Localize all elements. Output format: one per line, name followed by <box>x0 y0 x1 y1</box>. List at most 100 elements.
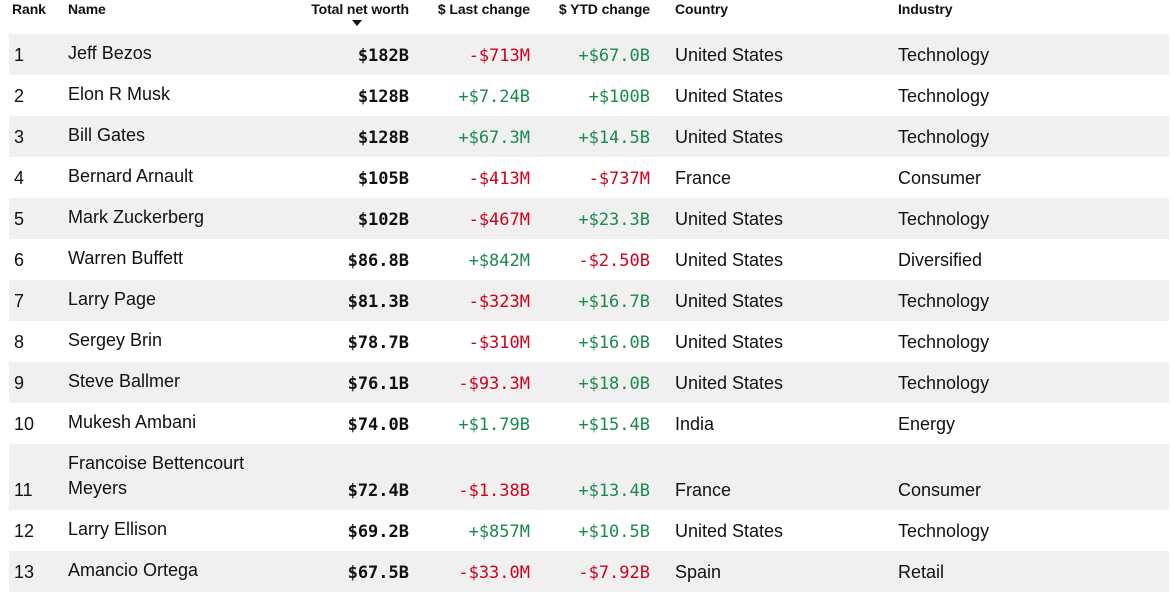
last-change-cell: -$713M <box>468 46 530 66</box>
sort-descending-icon[interactable] <box>352 20 362 26</box>
name-cell[interactable]: Bill Gates <box>68 125 146 145</box>
last-change-cell: -$33.0M <box>458 563 530 583</box>
ytd-change-cell: +$23.3B <box>578 210 650 230</box>
header-last-change[interactable]: $ Last change <box>437 1 530 17</box>
name-cell[interactable]: Elon R Musk <box>68 84 171 104</box>
header-ytd-change[interactable]: $ YTD change <box>558 1 650 17</box>
last-change-cell: +$857M <box>468 522 530 542</box>
header-net-worth[interactable]: Total net worth <box>311 1 409 17</box>
ytd-change-cell: +$100B <box>588 87 650 107</box>
industry-cell: Technology <box>898 291 990 311</box>
table-row[interactable]: 2 Elon R Musk $128B +$7.24B +$100B Unite… <box>9 75 1169 116</box>
rank-cell: 1 <box>14 45 25 65</box>
net-worth-cell: $182B <box>357 46 409 66</box>
industry-cell: Technology <box>898 521 990 541</box>
country-cell: United States <box>675 127 784 147</box>
net-worth-cell: $76.1B <box>347 374 409 394</box>
net-worth-cell: $128B <box>357 128 409 148</box>
name-cell[interactable]: Larry Page <box>68 289 157 309</box>
table-row[interactable]: 10 Mukesh Ambani $74.0B +$1.79B +$15.4B … <box>9 403 1169 444</box>
name-cell[interactable]: Amancio Ortega <box>68 560 199 580</box>
table-body: 1 Jeff Bezos $182B -$713M +$67.0B United… <box>0 34 1173 592</box>
industry-cell: Technology <box>898 86 990 106</box>
table-row[interactable]: 13 Amancio Ortega $67.5B -$33.0M -$7.92B… <box>9 551 1169 592</box>
table-row[interactable]: 11 Francoise Bettencourt Meyers $72.4B -$… <box>9 444 1169 510</box>
country-cell: United States <box>675 250 784 270</box>
table-row[interactable]: 4 Bernard Arnault $105B -$413M -$737M Fr… <box>9 157 1169 198</box>
ytd-change-cell: +$10.5B <box>578 522 650 542</box>
country-cell: United States <box>675 45 784 65</box>
rank-cell: 4 <box>14 168 25 188</box>
rank-cell: 8 <box>14 332 25 352</box>
rank-cell: 3 <box>14 127 25 147</box>
table-row[interactable]: 9 Steve Ballmer $76.1B -$93.3M +$18.0B U… <box>9 362 1169 403</box>
industry-cell: Technology <box>898 332 990 352</box>
country-cell: United States <box>675 291 784 311</box>
industry-cell: Technology <box>898 209 990 229</box>
industry-cell: Energy <box>898 414 956 434</box>
name-line: Francoise Bettencourt <box>68 453 245 473</box>
ytd-change-cell: +$18.0B <box>578 374 650 394</box>
name-cell[interactable]: Warren Buffett <box>68 248 184 268</box>
country-cell: Spain <box>675 562 722 582</box>
table-row[interactable]: 7 Larry Page $81.3B -$323M +$16.7B Unite… <box>9 280 1169 321</box>
net-worth-cell: $81.3B <box>347 292 409 312</box>
name-cell[interactable]: Francoise Bettencourt Meyers <box>68 451 244 501</box>
industry-cell: Technology <box>898 45 990 65</box>
net-worth-cell: $86.8B <box>347 251 409 271</box>
last-change-cell: -$310M <box>468 333 530 353</box>
industry-cell: Consumer <box>898 480 982 500</box>
country-cell: France <box>675 480 732 500</box>
net-worth-cell: $67.5B <box>347 563 409 583</box>
table-row[interactable]: 12 Larry Ellison $69.2B +$857M +$10.5B U… <box>9 510 1169 551</box>
header-name[interactable]: Name <box>68 1 106 17</box>
table-row[interactable]: 5 Mark Zuckerberg $102B -$467M +$23.3B U… <box>9 198 1169 239</box>
last-change-cell: +$7.24B <box>458 87 530 107</box>
rank-cell: 5 <box>14 209 25 229</box>
header-country[interactable]: Country <box>675 1 728 17</box>
ytd-change-cell: +$67.0B <box>578 46 650 66</box>
last-change-cell: +$842M <box>468 251 530 271</box>
industry-cell: Retail <box>898 562 945 582</box>
last-change-cell: -$413M <box>468 169 530 189</box>
net-worth-cell: $72.4B <box>347 481 409 501</box>
header-rank[interactable]: Rank <box>12 1 46 17</box>
ytd-change-cell: +$16.0B <box>578 333 650 353</box>
last-change-cell: -$323M <box>468 292 530 312</box>
industry-cell: Technology <box>898 127 990 147</box>
net-worth-cell: $78.7B <box>347 333 409 353</box>
net-worth-cell: $128B <box>357 87 409 107</box>
name-cell[interactable]: Larry Ellison <box>68 519 168 539</box>
ytd-change-cell: -$2.50B <box>578 251 650 271</box>
name-cell[interactable]: Steve Ballmer <box>68 371 181 391</box>
header-industry[interactable]: Industry <box>898 1 953 17</box>
industry-cell: Consumer <box>898 168 982 188</box>
net-worth-cell: $69.2B <box>347 522 409 542</box>
net-worth-cell: $105B <box>357 169 409 189</box>
ytd-change-cell: -$737M <box>588 169 650 189</box>
country-cell: United States <box>675 521 784 541</box>
industry-cell: Technology <box>898 373 990 393</box>
rank-cell: 11 <box>14 480 33 500</box>
rank-cell: 12 <box>14 521 35 541</box>
country-cell: United States <box>675 209 784 229</box>
table-row[interactable]: 6 Warren Buffett $86.8B +$842M -$2.50B U… <box>9 239 1169 280</box>
table-row[interactable]: 8 Sergey Brin $78.7B -$310M +$16.0B Unit… <box>9 321 1169 362</box>
name-cell[interactable]: Jeff Bezos <box>68 43 152 63</box>
country-cell: United States <box>675 373 784 393</box>
ytd-change-cell: +$13.4B <box>578 481 650 501</box>
table-row[interactable]: 3 Bill Gates $128B +$67.3M +$14.5B Unite… <box>9 116 1169 157</box>
rank-cell: 13 <box>14 562 35 582</box>
name-cell[interactable]: Sergey Brin <box>68 330 163 350</box>
country-cell: United States <box>675 86 784 106</box>
last-change-cell: +$67.3M <box>458 128 530 148</box>
table-row[interactable]: 1 Jeff Bezos $182B -$713M +$67.0B United… <box>9 34 1169 75</box>
name-cell[interactable]: Bernard Arnault <box>68 166 194 186</box>
name-cell[interactable]: Mark Zuckerberg <box>68 207 205 227</box>
name-line: Meyers <box>68 478 128 498</box>
ytd-change-cell: +$14.5B <box>578 128 650 148</box>
last-change-cell: -$93.3M <box>458 374 530 394</box>
ytd-change-cell: +$15.4B <box>578 415 650 435</box>
name-cell[interactable]: Mukesh Ambani <box>68 412 197 432</box>
